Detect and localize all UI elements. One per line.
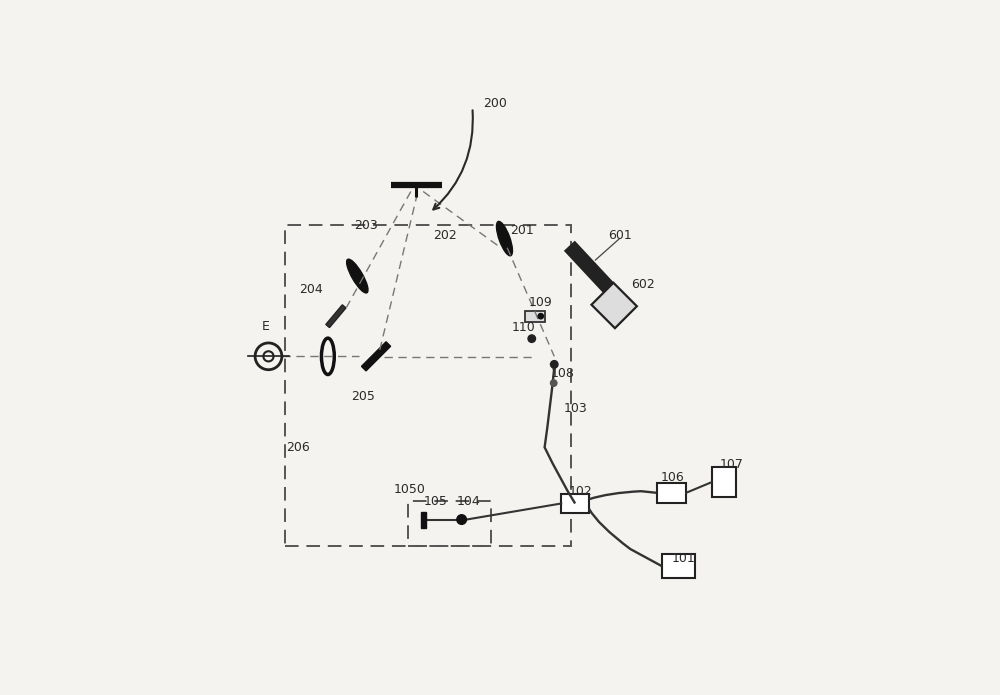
Text: 601: 601 <box>608 229 631 243</box>
Bar <box>561 494 589 513</box>
Text: E: E <box>261 320 269 334</box>
Text: 1050: 1050 <box>394 482 426 496</box>
Text: 106: 106 <box>661 471 685 484</box>
Text: 108: 108 <box>551 368 575 380</box>
Text: 206: 206 <box>287 441 310 454</box>
Bar <box>525 311 545 322</box>
Circle shape <box>550 361 558 368</box>
Text: 101: 101 <box>672 552 696 564</box>
Polygon shape <box>361 342 391 371</box>
Text: 203: 203 <box>354 219 378 231</box>
Polygon shape <box>326 305 346 327</box>
Bar <box>657 482 686 503</box>
Circle shape <box>528 335 536 343</box>
Bar <box>662 554 695 578</box>
Text: 602: 602 <box>631 277 654 291</box>
Bar <box>408 501 491 546</box>
Text: 200: 200 <box>483 97 507 110</box>
Text: 204: 204 <box>299 283 323 296</box>
Polygon shape <box>591 283 637 328</box>
Bar <box>421 512 426 528</box>
Text: 102: 102 <box>569 484 592 498</box>
Text: 107: 107 <box>720 458 744 471</box>
Circle shape <box>538 313 543 319</box>
Ellipse shape <box>496 222 512 256</box>
Polygon shape <box>565 242 615 294</box>
Text: 104: 104 <box>457 496 480 508</box>
Text: 201: 201 <box>510 224 533 237</box>
Text: 205: 205 <box>351 390 375 403</box>
Bar <box>712 467 736 497</box>
Text: 202: 202 <box>433 229 456 243</box>
Ellipse shape <box>347 259 368 293</box>
Circle shape <box>457 515 466 524</box>
Text: 109: 109 <box>529 296 553 309</box>
Circle shape <box>550 380 557 386</box>
Text: 105: 105 <box>424 496 447 508</box>
Bar <box>285 225 571 546</box>
Text: 110: 110 <box>511 322 535 334</box>
Text: 103: 103 <box>563 402 587 415</box>
